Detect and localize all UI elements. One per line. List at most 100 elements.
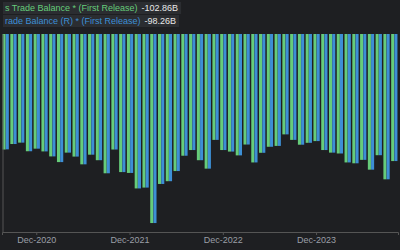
- bar: [270, 34, 273, 147]
- bar: [119, 34, 122, 172]
- x-tick-label: Dec-2023: [297, 235, 336, 245]
- bar: [340, 34, 343, 153]
- legend-label: rade Balance (R) * (First Release): [5, 16, 141, 26]
- bar: [45, 34, 48, 151]
- bar: [243, 34, 246, 145]
- x-tick: Dec-2020: [17, 232, 56, 245]
- bar: [356, 34, 359, 163]
- bar: [68, 34, 71, 153]
- bar: [321, 34, 324, 150]
- bar: [96, 34, 99, 160]
- bar: [158, 34, 161, 184]
- bar: [60, 34, 63, 162]
- bar: [379, 34, 382, 155]
- legend-value: -98.26B: [145, 16, 177, 26]
- bar: [293, 34, 296, 140]
- bar: [231, 34, 234, 152]
- bar: [65, 34, 68, 153]
- legend-entry: s Trade Balance * (First Release) -102.86…: [3, 2, 181, 14]
- bar: [21, 34, 24, 143]
- bar: [14, 34, 17, 144]
- bar: [360, 34, 363, 160]
- bar: [135, 34, 138, 188]
- bar: [394, 34, 397, 161]
- bar: [251, 34, 254, 162]
- y-axis: [3, 35, 4, 233]
- bar: [107, 34, 110, 173]
- bar: [6, 34, 9, 149]
- legend-label: s Trade Balance * (First Release): [5, 3, 138, 13]
- bar: [150, 34, 153, 223]
- bar: [115, 34, 118, 150]
- legend-value: -102.86B: [142, 3, 179, 13]
- bar: [57, 34, 60, 162]
- x-tick: Dec-2021: [111, 232, 150, 245]
- bar: [352, 34, 355, 163]
- bar: [306, 34, 309, 143]
- legend-background: [3, 15, 179, 27]
- bar: [329, 34, 332, 153]
- bar: [363, 34, 366, 160]
- bar: [52, 34, 55, 156]
- bar: [122, 34, 125, 172]
- bar: [111, 34, 114, 150]
- bar: [73, 34, 76, 157]
- bar: [376, 34, 379, 155]
- bar: [166, 34, 169, 181]
- bar: [161, 34, 164, 184]
- x-axis: Dec-2020 Dec-2021 Dec-2022 Dec-2023: [3, 232, 399, 245]
- bar: [99, 34, 102, 160]
- bar: [275, 34, 278, 146]
- x-tick-label: Dec-2021: [111, 235, 150, 245]
- bar: [142, 34, 145, 188]
- bar: [18, 34, 21, 143]
- bar: [80, 34, 83, 164]
- x-axis-line: [3, 233, 399, 236]
- bar: [223, 34, 226, 150]
- bar: [228, 34, 231, 152]
- bar: [383, 34, 386, 179]
- bar: [138, 34, 141, 188]
- legend-background: [3, 2, 181, 14]
- bar: [205, 34, 208, 169]
- x-tick-label: Dec-2020: [17, 235, 56, 245]
- bar: [49, 34, 52, 156]
- chart: Dec-2020 Dec-2021 Dec-2022 Dec-2023 s Trade …: [0, 0, 400, 250]
- bar: [254, 34, 257, 162]
- bar: [177, 34, 180, 171]
- bar: [91, 34, 94, 155]
- bar: [41, 34, 44, 151]
- bar: [239, 34, 242, 155]
- bar: [192, 34, 195, 150]
- bar: [146, 34, 149, 188]
- legend: s Trade Balance * (First Release) -102.86…: [3, 2, 181, 27]
- bar: [309, 34, 312, 143]
- bar: [26, 34, 29, 151]
- bar: [262, 34, 265, 153]
- bar: [368, 34, 371, 170]
- x-tick: Dec-2022: [204, 232, 243, 245]
- bar: [83, 34, 86, 164]
- bar: [317, 34, 320, 141]
- bar: [37, 34, 40, 149]
- bar: [324, 34, 327, 150]
- plot: Dec-2020 Dec-2021 Dec-2022 Dec-2023: [3, 34, 399, 245]
- bar: [345, 34, 348, 162]
- x-tick: Dec-2023: [297, 232, 336, 245]
- bar: [88, 34, 91, 155]
- bar: [278, 34, 281, 146]
- bar: [332, 34, 335, 153]
- bar: [34, 34, 37, 149]
- bars: [3, 34, 398, 223]
- bar: [76, 34, 79, 157]
- bar: [174, 34, 177, 171]
- bar: [236, 34, 239, 155]
- bar: [387, 34, 390, 179]
- bar: [247, 34, 250, 145]
- bar: [185, 34, 188, 156]
- bar: [348, 34, 351, 162]
- bar: [29, 34, 32, 151]
- bar: [127, 34, 130, 173]
- bar: [290, 34, 293, 140]
- bar: [181, 34, 184, 156]
